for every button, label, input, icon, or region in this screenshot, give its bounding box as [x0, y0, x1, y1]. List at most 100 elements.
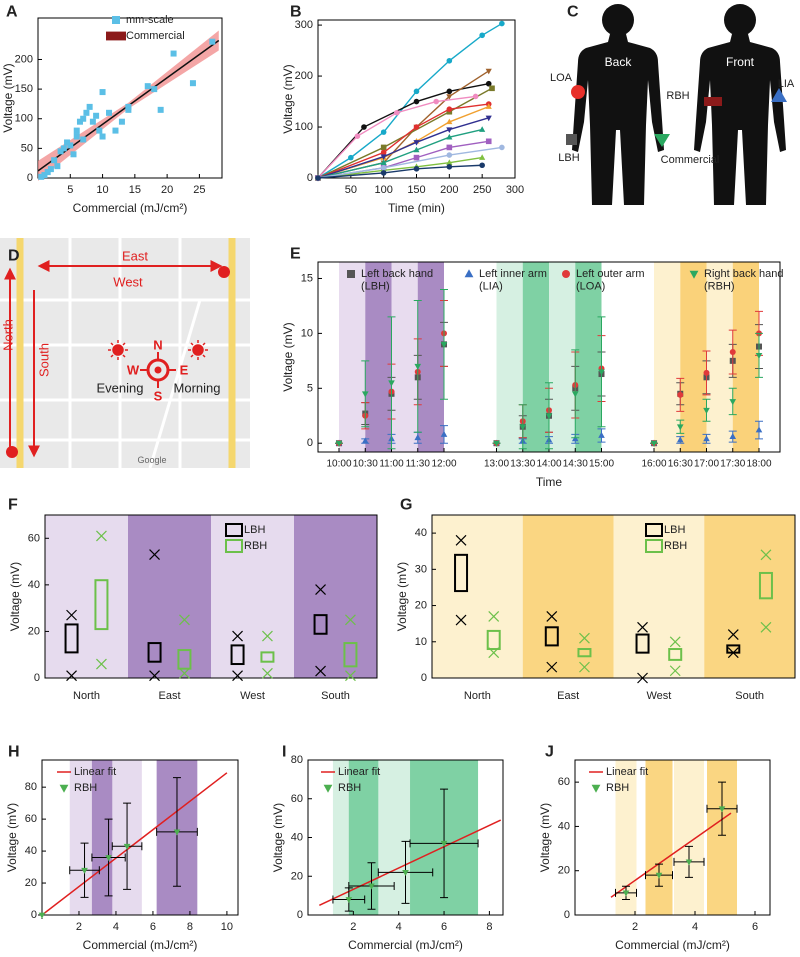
y-axis-title: Voltage (mV)	[271, 803, 285, 872]
point	[380, 149, 387, 156]
y-tick-label: 80	[25, 781, 37, 793]
whisker-cross	[637, 672, 648, 684]
whisker-cross	[669, 665, 681, 677]
point	[54, 163, 61, 170]
point	[70, 151, 77, 158]
y-tick-label: 15	[301, 272, 313, 284]
point	[93, 112, 100, 119]
band	[391, 262, 418, 452]
whisker-cross	[149, 549, 160, 561]
point	[413, 154, 420, 161]
whisker-cross	[760, 621, 772, 633]
whisker-cross	[345, 670, 356, 682]
sun-icon	[108, 340, 208, 360]
legend-marker	[59, 784, 69, 793]
point	[703, 407, 710, 414]
y-axis-title: Voltage (mV)	[8, 562, 22, 631]
point	[189, 80, 196, 87]
map-background	[0, 238, 250, 468]
y-tick-label: 0	[31, 909, 37, 921]
point	[446, 152, 453, 158]
point	[335, 440, 343, 447]
point	[105, 855, 112, 862]
direction-label: West	[113, 275, 143, 290]
box	[454, 553, 469, 593]
band	[575, 262, 602, 452]
y-tick-label: 80	[291, 754, 303, 766]
point	[413, 88, 420, 95]
whisker-cross	[579, 632, 590, 644]
point	[38, 173, 45, 180]
legend-label: mm-scale	[126, 14, 174, 26]
body-diagram: C Back Front LOA LBH RBH Commercial LIA	[550, 4, 795, 205]
point	[485, 68, 492, 75]
y-tick-label: 100	[295, 121, 313, 133]
point	[64, 139, 71, 146]
x-axis-title: Commercial (mJ/cm²)	[73, 201, 188, 215]
whisker-cross	[546, 610, 558, 622]
whisker-cross	[637, 621, 648, 633]
plot-frame	[574, 759, 771, 916]
y-tick-label: 50	[21, 142, 33, 154]
whisker-cross	[66, 670, 77, 682]
point	[380, 159, 387, 165]
band	[674, 760, 704, 915]
x-axis-title: Commercial (mJ/cm²)	[83, 938, 198, 952]
legend-box	[225, 523, 243, 537]
point	[123, 843, 131, 850]
point	[80, 136, 87, 143]
legend-label: Linear fit	[606, 766, 648, 778]
point	[729, 349, 736, 356]
point	[47, 166, 54, 173]
panel-letter: J	[545, 744, 554, 761]
point	[413, 146, 420, 153]
y-tick-label: 200	[295, 70, 313, 82]
plot-frame	[37, 17, 223, 179]
band	[432, 515, 523, 678]
band	[365, 262, 392, 452]
legend-marker	[347, 270, 355, 278]
point	[76, 118, 83, 125]
fit-line	[41, 772, 228, 916]
series-line	[317, 146, 502, 179]
legend-label: LBH	[664, 524, 685, 536]
point	[755, 352, 763, 359]
whisker-cross	[579, 661, 590, 673]
location-dot	[6, 446, 18, 458]
y-tick-label: 60	[558, 776, 570, 788]
point	[446, 127, 453, 133]
sensor-rbh	[654, 134, 670, 147]
legend-marker	[112, 16, 120, 24]
point	[361, 124, 367, 130]
compass-label: S	[154, 389, 163, 404]
box	[758, 571, 773, 600]
point	[209, 38, 216, 45]
point	[170, 50, 177, 57]
x-tick-label: 4	[692, 921, 698, 933]
x-tick-label: West	[646, 690, 671, 702]
x-tick-label: 2	[350, 921, 356, 933]
point	[151, 86, 158, 93]
point	[545, 413, 553, 420]
y-tick-label: 0	[564, 909, 570, 921]
x-tick-label: 5	[67, 184, 73, 196]
x-tick-label: 18:00	[746, 459, 771, 470]
point	[380, 154, 387, 160]
point	[571, 391, 579, 398]
point	[519, 424, 527, 431]
point	[446, 133, 453, 140]
point	[446, 144, 453, 151]
box	[668, 648, 683, 661]
panel-letter: B	[290, 4, 302, 21]
y-axis-title: Voltage (mV)	[1, 63, 15, 132]
x-tick-label: 16:30	[668, 459, 693, 470]
point	[703, 435, 710, 442]
legend-marker	[106, 31, 126, 41]
x-tick-label: 13:00	[484, 459, 509, 470]
point	[414, 363, 422, 370]
box	[94, 579, 109, 631]
point	[685, 859, 693, 866]
point	[677, 391, 684, 398]
legend-label: RBH	[74, 782, 97, 794]
sensor-lbh	[566, 134, 577, 145]
